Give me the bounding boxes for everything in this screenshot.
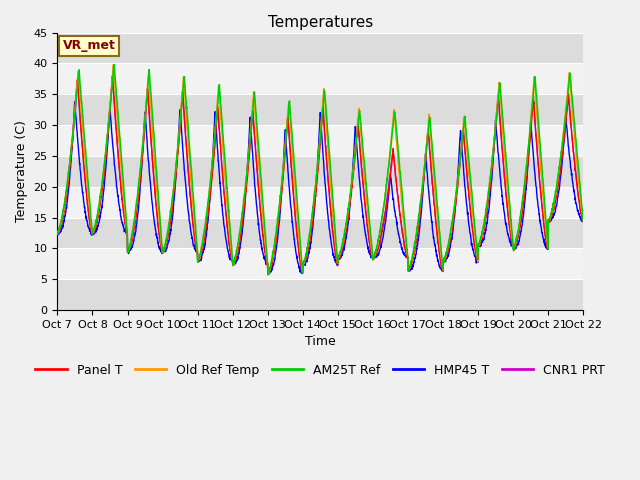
CNR1 PRT bbox=[266, 271, 273, 276]
HMP45 T bbox=[348, 190, 355, 195]
Bar bbox=[58, 279, 583, 310]
Line: CNR1 PRT: CNR1 PRT bbox=[58, 76, 583, 274]
AM25T Ref bbox=[264, 272, 272, 277]
Panel T bbox=[533, 147, 541, 153]
Panel T bbox=[548, 212, 556, 218]
HMP45 T bbox=[71, 99, 79, 105]
Panel T bbox=[264, 271, 271, 276]
CNR1 PRT bbox=[54, 228, 61, 234]
Panel T bbox=[200, 236, 208, 242]
Bar bbox=[58, 217, 583, 249]
AM25T Ref bbox=[54, 230, 61, 236]
Old Ref Temp bbox=[264, 272, 271, 278]
Panel T bbox=[579, 217, 587, 223]
CNR1 PRT bbox=[108, 73, 116, 79]
Bar bbox=[58, 187, 583, 217]
Bar bbox=[58, 33, 583, 63]
Panel T bbox=[54, 230, 61, 236]
HMP45 T bbox=[265, 271, 273, 277]
Old Ref Temp bbox=[548, 209, 556, 215]
Bar bbox=[58, 156, 583, 187]
AM25T Ref bbox=[474, 250, 481, 255]
Old Ref Temp bbox=[200, 231, 208, 237]
Y-axis label: Temperature (C): Temperature (C) bbox=[15, 120, 28, 222]
Old Ref Temp bbox=[533, 116, 541, 122]
HMP45 T bbox=[200, 245, 208, 251]
Line: Panel T: Panel T bbox=[58, 77, 583, 274]
CNR1 PRT bbox=[533, 148, 541, 154]
HMP45 T bbox=[474, 258, 481, 264]
AM25T Ref bbox=[200, 227, 208, 233]
AM25T Ref bbox=[336, 251, 344, 256]
Old Ref Temp bbox=[348, 185, 355, 191]
Old Ref Temp bbox=[336, 250, 344, 256]
CNR1 PRT bbox=[548, 211, 556, 216]
Legend: Panel T, Old Ref Temp, AM25T Ref, HMP45 T, CNR1 PRT: Panel T, Old Ref Temp, AM25T Ref, HMP45 … bbox=[31, 359, 610, 382]
CNR1 PRT bbox=[474, 257, 481, 263]
AM25T Ref bbox=[348, 183, 355, 189]
Bar bbox=[58, 94, 583, 125]
Old Ref Temp bbox=[54, 231, 61, 237]
HMP45 T bbox=[548, 216, 556, 222]
Panel T bbox=[336, 253, 344, 259]
Bar bbox=[58, 125, 583, 156]
CNR1 PRT bbox=[348, 187, 355, 193]
Title: Temperatures: Temperatures bbox=[268, 15, 373, 30]
Text: VR_met: VR_met bbox=[63, 39, 116, 52]
HMP45 T bbox=[579, 218, 587, 224]
Panel T bbox=[474, 257, 481, 263]
AM25T Ref bbox=[548, 206, 556, 212]
Line: HMP45 T: HMP45 T bbox=[58, 102, 583, 274]
HMP45 T bbox=[54, 229, 61, 235]
CNR1 PRT bbox=[200, 235, 208, 241]
Line: AM25T Ref: AM25T Ref bbox=[58, 64, 583, 275]
Old Ref Temp bbox=[579, 218, 587, 224]
Bar bbox=[58, 63, 583, 94]
HMP45 T bbox=[533, 196, 541, 202]
Line: Old Ref Temp: Old Ref Temp bbox=[58, 65, 583, 275]
HMP45 T bbox=[336, 256, 344, 262]
AM25T Ref bbox=[533, 103, 541, 108]
X-axis label: Time: Time bbox=[305, 336, 335, 348]
Panel T bbox=[348, 193, 355, 199]
CNR1 PRT bbox=[579, 216, 587, 222]
Old Ref Temp bbox=[109, 62, 117, 68]
Old Ref Temp bbox=[474, 254, 481, 260]
Panel T bbox=[109, 74, 116, 80]
CNR1 PRT bbox=[336, 254, 344, 260]
AM25T Ref bbox=[579, 217, 587, 223]
Bar bbox=[58, 249, 583, 279]
AM25T Ref bbox=[110, 61, 118, 67]
